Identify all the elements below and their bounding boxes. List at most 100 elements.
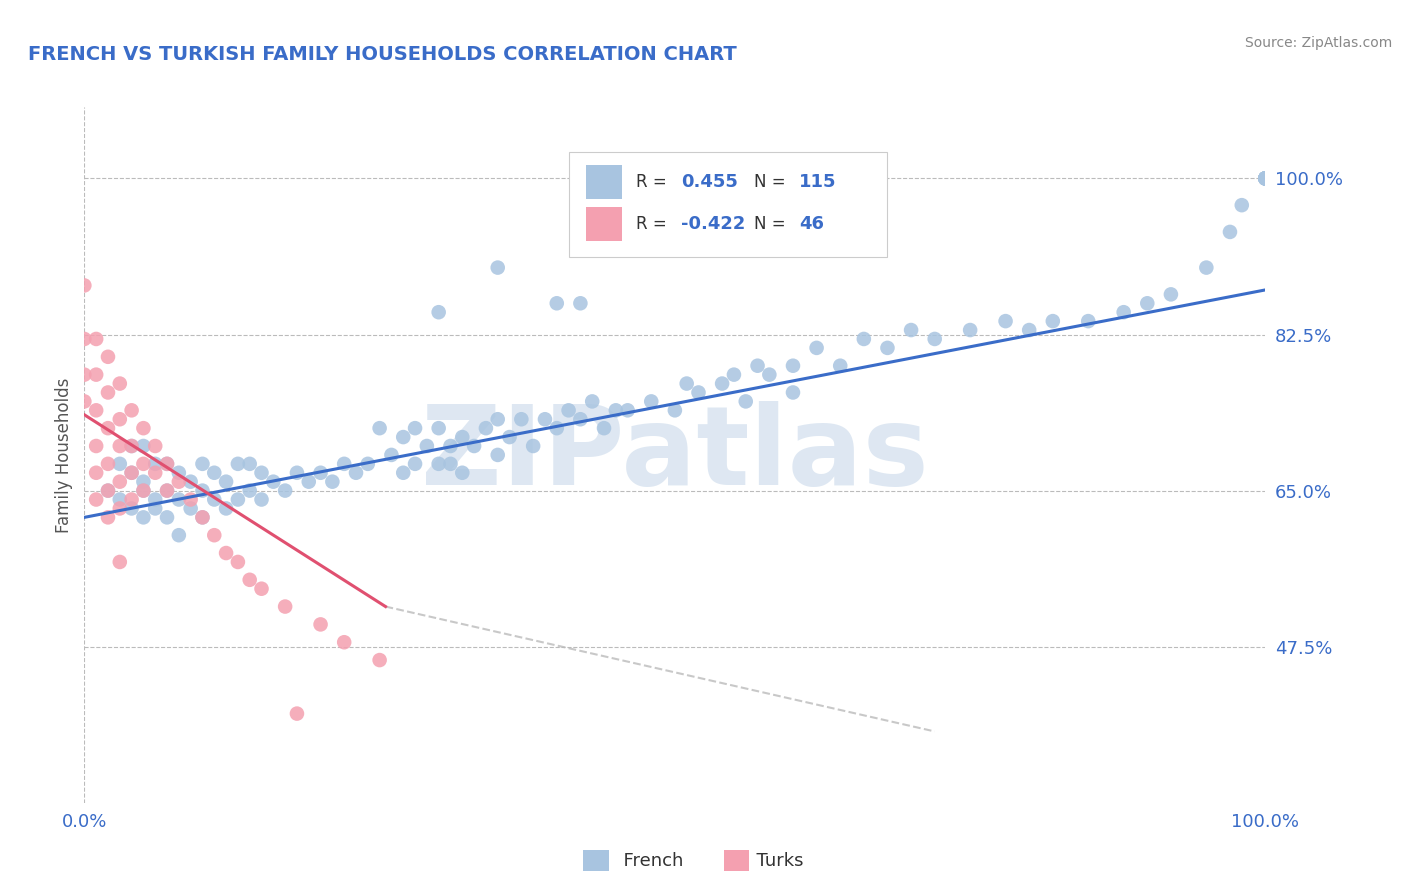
Point xyxy=(1254,171,1277,186)
Point xyxy=(226,555,249,569)
Point xyxy=(510,412,533,426)
Text: N =: N = xyxy=(754,215,786,233)
Point xyxy=(333,457,356,471)
Point xyxy=(534,412,557,426)
Point xyxy=(1254,171,1277,186)
Point xyxy=(309,617,332,632)
Y-axis label: Family Households: Family Households xyxy=(55,377,73,533)
Point xyxy=(1254,171,1277,186)
Point xyxy=(1136,296,1159,310)
Point xyxy=(806,341,828,355)
Point xyxy=(108,492,131,507)
Point xyxy=(97,350,120,364)
Text: Turks: Turks xyxy=(745,852,804,870)
Point xyxy=(416,439,439,453)
Point xyxy=(1112,305,1135,319)
Point xyxy=(1077,314,1099,328)
Point xyxy=(84,492,107,507)
Point xyxy=(321,475,343,489)
Point xyxy=(675,376,697,391)
Point xyxy=(285,466,308,480)
Point xyxy=(368,421,391,435)
Point xyxy=(143,439,166,453)
Point xyxy=(202,492,225,507)
Point xyxy=(156,510,179,524)
Point xyxy=(392,430,415,444)
Point xyxy=(427,421,450,435)
Bar xyxy=(586,207,621,241)
Point xyxy=(782,385,804,400)
Point xyxy=(830,359,852,373)
Text: 115: 115 xyxy=(799,173,837,191)
Point xyxy=(250,582,273,596)
Point xyxy=(309,466,332,480)
Point xyxy=(121,492,143,507)
Point xyxy=(557,403,579,417)
Point xyxy=(747,359,769,373)
Point xyxy=(1254,171,1277,186)
Point xyxy=(522,439,544,453)
Point xyxy=(344,466,367,480)
Point xyxy=(97,457,120,471)
Point xyxy=(180,475,202,489)
Point xyxy=(404,457,426,471)
Point xyxy=(132,439,155,453)
Point xyxy=(143,492,166,507)
Point xyxy=(734,394,756,409)
Point xyxy=(475,421,498,435)
Point xyxy=(404,421,426,435)
Point xyxy=(121,501,143,516)
Point xyxy=(688,385,710,400)
Point xyxy=(180,501,202,516)
Point xyxy=(239,483,262,498)
Point xyxy=(121,466,143,480)
Point xyxy=(239,457,262,471)
Point xyxy=(498,430,520,444)
Point xyxy=(73,368,96,382)
Point xyxy=(333,635,356,649)
Point xyxy=(202,466,225,480)
Point xyxy=(758,368,780,382)
Point xyxy=(132,475,155,489)
Point xyxy=(486,412,509,426)
Point xyxy=(569,412,592,426)
Point xyxy=(121,439,143,453)
Point xyxy=(616,403,638,417)
Point xyxy=(1254,171,1277,186)
Point xyxy=(73,278,96,293)
Point xyxy=(1254,171,1277,186)
Point xyxy=(1254,171,1277,186)
Point xyxy=(1160,287,1182,301)
Point xyxy=(546,296,568,310)
Point xyxy=(994,314,1017,328)
Point xyxy=(959,323,981,337)
Point xyxy=(664,403,686,417)
Point xyxy=(605,403,627,417)
Point xyxy=(84,332,107,346)
Point xyxy=(84,439,107,453)
Point xyxy=(191,510,214,524)
Point xyxy=(215,546,238,560)
Point xyxy=(156,483,179,498)
Point xyxy=(876,341,898,355)
Point xyxy=(215,475,238,489)
Point xyxy=(593,421,616,435)
Point xyxy=(132,483,155,498)
Point xyxy=(723,368,745,382)
Point xyxy=(451,466,474,480)
Point xyxy=(121,403,143,417)
Point xyxy=(285,706,308,721)
Point xyxy=(132,510,155,524)
Point xyxy=(392,466,415,480)
Point xyxy=(226,457,249,471)
Point xyxy=(167,492,190,507)
Point xyxy=(143,457,166,471)
Point xyxy=(1254,171,1277,186)
Point xyxy=(108,501,131,516)
Point xyxy=(73,332,96,346)
Point xyxy=(1219,225,1241,239)
Point xyxy=(427,305,450,319)
Point xyxy=(97,510,120,524)
Point xyxy=(357,457,380,471)
Point xyxy=(262,475,284,489)
